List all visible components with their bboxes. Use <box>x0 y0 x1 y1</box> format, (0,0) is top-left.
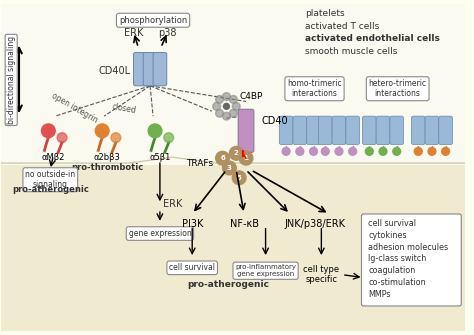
Circle shape <box>393 147 401 155</box>
Text: pro-atherogenic: pro-atherogenic <box>187 280 269 289</box>
Text: closed: closed <box>111 102 137 115</box>
Text: coagulation: coagulation <box>368 266 416 275</box>
Circle shape <box>95 124 109 138</box>
Text: JNK/p38/ERK: JNK/p38/ERK <box>284 219 345 229</box>
Text: cell survival: cell survival <box>368 219 416 228</box>
Circle shape <box>296 147 304 155</box>
Text: α2bβ3: α2bβ3 <box>94 153 120 162</box>
Circle shape <box>442 147 449 155</box>
FancyBboxPatch shape <box>376 116 390 144</box>
FancyBboxPatch shape <box>346 116 359 144</box>
FancyBboxPatch shape <box>238 109 254 152</box>
Circle shape <box>349 147 356 155</box>
Text: pro-atherogenic: pro-atherogenic <box>12 185 89 194</box>
Text: smooth muscle cells: smooth muscle cells <box>305 47 397 56</box>
Text: PI3K: PI3K <box>182 219 203 229</box>
FancyBboxPatch shape <box>279 116 293 144</box>
Circle shape <box>222 112 230 120</box>
FancyBboxPatch shape <box>425 116 439 144</box>
FancyBboxPatch shape <box>293 116 307 144</box>
Text: 1: 1 <box>244 155 248 161</box>
Circle shape <box>365 147 373 155</box>
Text: MMPs: MMPs <box>368 290 391 299</box>
Text: co-stimulation: co-stimulation <box>368 278 426 287</box>
Text: 3: 3 <box>227 165 232 171</box>
Text: gene expression: gene expression <box>128 229 191 238</box>
Text: αMβ2: αMβ2 <box>42 153 65 162</box>
Text: NF-κB: NF-κB <box>229 219 258 229</box>
Circle shape <box>232 103 240 110</box>
FancyBboxPatch shape <box>390 116 403 144</box>
Text: no outside-in
signaling: no outside-in signaling <box>25 170 75 189</box>
FancyBboxPatch shape <box>307 116 320 144</box>
Text: activated T cells: activated T cells <box>305 21 379 30</box>
Text: activated endothelial cells: activated endothelial cells <box>305 34 439 43</box>
Text: TRAFs: TRAFs <box>186 158 213 168</box>
Circle shape <box>222 161 236 175</box>
Circle shape <box>229 146 243 160</box>
Text: C4BP: C4BP <box>239 92 263 101</box>
FancyBboxPatch shape <box>153 53 167 86</box>
Text: bi-directional signaling: bi-directional signaling <box>7 36 16 124</box>
FancyBboxPatch shape <box>143 53 157 86</box>
Text: p38: p38 <box>158 28 177 38</box>
Circle shape <box>310 147 318 155</box>
Text: cell type
specific: cell type specific <box>303 265 339 284</box>
Circle shape <box>232 171 246 185</box>
Polygon shape <box>1 4 465 165</box>
Circle shape <box>148 124 162 138</box>
Circle shape <box>229 109 237 117</box>
Circle shape <box>379 147 387 155</box>
Text: 6: 6 <box>220 155 225 161</box>
Circle shape <box>216 109 223 117</box>
FancyBboxPatch shape <box>319 116 332 144</box>
Circle shape <box>111 133 121 143</box>
Circle shape <box>282 147 290 155</box>
FancyBboxPatch shape <box>363 116 376 144</box>
Circle shape <box>216 151 229 165</box>
Circle shape <box>428 147 436 155</box>
FancyBboxPatch shape <box>332 116 346 144</box>
Text: open integrin: open integrin <box>50 91 100 125</box>
Text: pro-inflammatory
gene expression: pro-inflammatory gene expression <box>235 264 296 277</box>
Circle shape <box>239 151 253 165</box>
Polygon shape <box>1 150 465 331</box>
Text: cytokines: cytokines <box>368 231 407 240</box>
Text: ERK: ERK <box>163 199 182 209</box>
Circle shape <box>335 147 343 155</box>
Text: ERK: ERK <box>124 28 143 38</box>
FancyBboxPatch shape <box>439 116 453 144</box>
Circle shape <box>213 103 220 110</box>
Text: Ig-class switch: Ig-class switch <box>368 255 427 264</box>
Circle shape <box>57 133 67 143</box>
Circle shape <box>164 133 173 143</box>
Circle shape <box>321 147 329 155</box>
Circle shape <box>216 95 223 103</box>
Circle shape <box>222 93 230 100</box>
Text: 5: 5 <box>237 175 242 181</box>
Polygon shape <box>1 4 465 165</box>
Text: α5β1: α5β1 <box>149 153 171 162</box>
Text: phosphorylation: phosphorylation <box>119 16 187 25</box>
FancyBboxPatch shape <box>411 116 425 144</box>
Text: CD40L: CD40L <box>99 66 130 76</box>
Circle shape <box>414 147 422 155</box>
FancyBboxPatch shape <box>134 53 147 86</box>
Text: hetero-trimeric
interactions: hetero-trimeric interactions <box>369 79 427 98</box>
Circle shape <box>229 95 237 103</box>
Polygon shape <box>1 165 465 331</box>
Text: cell survival: cell survival <box>169 263 215 272</box>
Text: pro-thrombotic: pro-thrombotic <box>71 163 143 173</box>
Text: 2: 2 <box>234 150 238 156</box>
Text: adhesion molecules: adhesion molecules <box>368 243 448 252</box>
Text: CD40: CD40 <box>262 116 288 126</box>
FancyBboxPatch shape <box>362 214 461 306</box>
Circle shape <box>224 104 229 109</box>
Text: homo-trimeric
interactions: homo-trimeric interactions <box>287 79 342 98</box>
Circle shape <box>42 124 55 138</box>
Text: platelets: platelets <box>305 9 344 18</box>
